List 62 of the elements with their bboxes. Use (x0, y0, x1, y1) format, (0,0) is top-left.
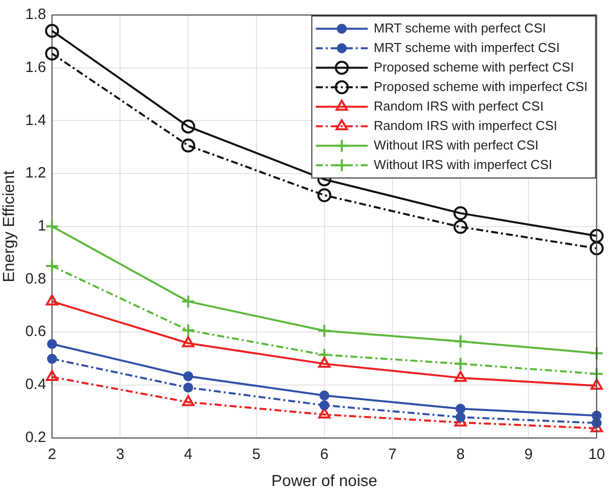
point (45, 24, 60, 38)
point (46, 370, 58, 382)
legend-label: Without IRS with imperfect CSI (374, 156, 552, 172)
point (181, 138, 196, 153)
x-tick-label: 2 (48, 446, 56, 463)
legend-label: Proposed scheme with perfect CSI (374, 59, 574, 74)
point (319, 390, 330, 401)
x-axis-title: Power of noise (271, 472, 378, 490)
point (47, 354, 58, 364)
point (183, 371, 194, 382)
y-axis-title: Energy Efficient (1, 170, 18, 282)
point (46, 294, 58, 306)
point (590, 228, 604, 243)
legend-label: MRT scheme with imperfect CSI (374, 40, 560, 55)
y-tick-label: 0.6 (25, 323, 46, 340)
point (590, 241, 604, 256)
legend-label: Proposed scheme with imperfect CSI (374, 78, 588, 94)
point (182, 336, 194, 348)
point (319, 400, 330, 410)
point (45, 259, 60, 274)
x-tick-label: 7 (388, 446, 397, 463)
point (181, 294, 196, 308)
x-tick-label: 4 (184, 446, 192, 463)
point (45, 219, 60, 234)
point (183, 382, 194, 393)
point (317, 324, 332, 338)
point (317, 188, 332, 202)
x-tick-label: 6 (320, 446, 329, 463)
point (317, 348, 332, 362)
point (456, 412, 466, 422)
y-tick-label: 1.8 (25, 6, 46, 24)
point (456, 404, 466, 414)
point (590, 346, 604, 360)
y-tick-label: 1.2 (25, 164, 46, 182)
point (181, 323, 196, 338)
legend-label: MRT scheme with perfect CSI (374, 20, 546, 36)
point (47, 338, 58, 349)
point (590, 366, 604, 381)
y-tick-label: 1.6 (25, 58, 46, 76)
y-tick-label: 1.4 (25, 112, 46, 129)
point (454, 356, 468, 371)
legend-label: Random IRS with imperfect CSI (374, 118, 558, 133)
x-tick-label: 9 (524, 446, 533, 463)
x-tick-label: 10 (588, 446, 605, 463)
point (182, 395, 194, 406)
legend-label: Random IRS with perfect CSI (374, 98, 544, 114)
y-tick-label: 0.8 (25, 270, 46, 288)
point (181, 120, 196, 134)
point (454, 206, 468, 220)
point (454, 334, 468, 348)
point (590, 378, 603, 390)
point (45, 46, 60, 61)
legend-label: Without IRS with perfect CSI (374, 137, 539, 152)
point (454, 220, 468, 234)
y-tick-label: 0.4 (25, 376, 46, 394)
point (318, 356, 331, 368)
x-tick-label: 3 (116, 446, 124, 463)
x-tick-label: 5 (252, 446, 260, 463)
y-tick-label: 0.2 (25, 428, 46, 446)
y-tick-label: 1 (38, 218, 46, 235)
x-tick-label: 8 (456, 446, 465, 463)
point (454, 370, 467, 382)
